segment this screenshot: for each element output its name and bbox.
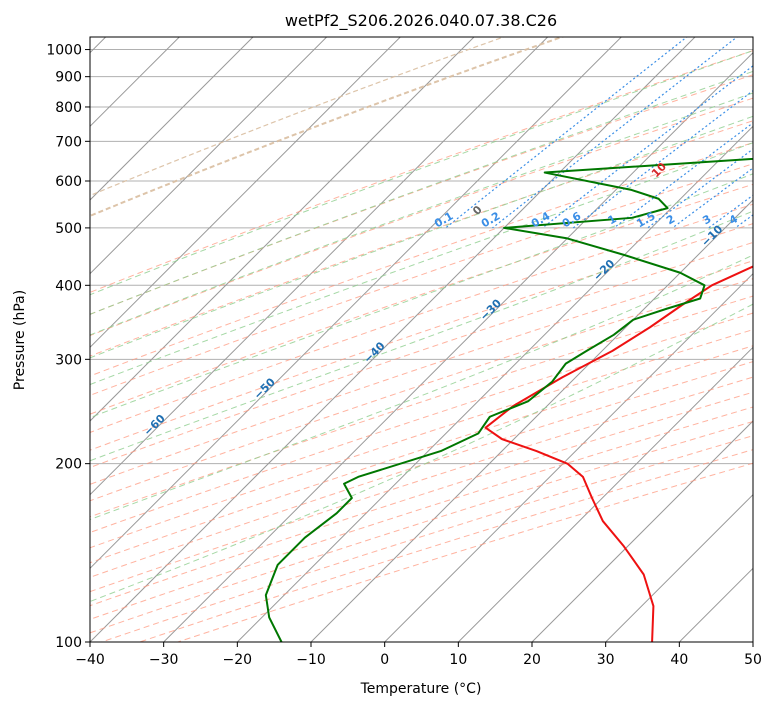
mixing-ratio-line (647, 148, 753, 229)
dry-adiabat-line (90, 295, 753, 518)
chart-title: wetPf2_S206.2026.040.07.38.C26 (285, 11, 557, 31)
y-axis-label: Pressure (hPa) (12, 290, 28, 390)
isotherm-line (90, 37, 696, 642)
y-tick-label: 200 (55, 457, 82, 473)
plot-frame (89, 36, 754, 643)
dry-adiabat-line (90, 223, 753, 451)
dry-adiabat-line (90, 260, 753, 485)
y-tick-label: 600 (55, 174, 82, 190)
y-tick-label: 900 (55, 70, 82, 86)
axis-layer: −40 −30 −20 −10 0 10 20 30 40 50 1000 900 800 700 600 5… (46, 43, 762, 668)
y-tick-label: 500 (55, 221, 82, 237)
isotherm-line (457, 346, 753, 642)
isotherm-line (162, 51, 753, 642)
y-tick-label: 700 (55, 134, 82, 150)
x-tick-label: −30 (149, 652, 179, 668)
isotherm-line (90, 37, 254, 201)
isotherm-line (310, 199, 753, 642)
isotherm-line (90, 37, 475, 422)
x-tick-label: −10 (296, 652, 326, 668)
moist-adiabat-line (90, 115, 753, 359)
x-tick-label: −40 (75, 652, 105, 668)
isotherm-line (531, 420, 753, 642)
isotherm-line (236, 125, 753, 642)
x-tick-label: −20 (223, 652, 253, 668)
moist-adiabat-line (90, 210, 753, 462)
dry-adiabat-line (90, 345, 753, 564)
y-tick-label: 100 (55, 635, 82, 651)
dry-adiabat-line (90, 142, 753, 377)
dry-adiabat-line (90, 203, 753, 433)
isotherm-line (90, 37, 328, 275)
envelope-curve (90, 37, 506, 197)
dry-adiabat-line (90, 163, 753, 396)
y-tick-label: 400 (55, 278, 82, 294)
moist-adiabat-line (90, 142, 753, 386)
isotherm-line (90, 37, 549, 496)
isotherm-label: −70 (21, 458, 48, 485)
isotherm-line (90, 37, 623, 570)
dry-adiabat-line (90, 50, 753, 293)
x-tick-label: 0 (380, 652, 389, 668)
y-tick-label: 1000 (46, 43, 82, 59)
mixing-ratio-line (492, 37, 739, 229)
isotherm-line (383, 272, 753, 642)
dry-adiabat-line (90, 312, 753, 534)
mixing-ratio-line (445, 37, 688, 229)
envelope-curve (90, 37, 565, 217)
moist-adiabat-line (90, 254, 753, 521)
x-tick-label: 50 (744, 652, 762, 668)
mixing-ratio-label: 6 (766, 212, 775, 227)
x-tick-label: 10 (449, 652, 467, 668)
moist-adiabat-line (90, 303, 753, 603)
x-axis-label: Temperature (°C) (360, 681, 482, 697)
y-tick-label: 300 (55, 352, 82, 368)
x-tick-label: 40 (670, 652, 688, 668)
dewpoint-profile (264, 157, 753, 642)
grid-layer (90, 37, 753, 642)
x-tick-label: 30 (597, 652, 615, 668)
dry-adiabat-line (90, 376, 753, 593)
mixing-ratio-line (572, 89, 753, 229)
y-tick-label: 800 (55, 100, 82, 116)
moist-adiabat-line (90, 173, 753, 419)
x-tick-label: 20 (523, 652, 541, 668)
isotherm-line (604, 493, 753, 642)
